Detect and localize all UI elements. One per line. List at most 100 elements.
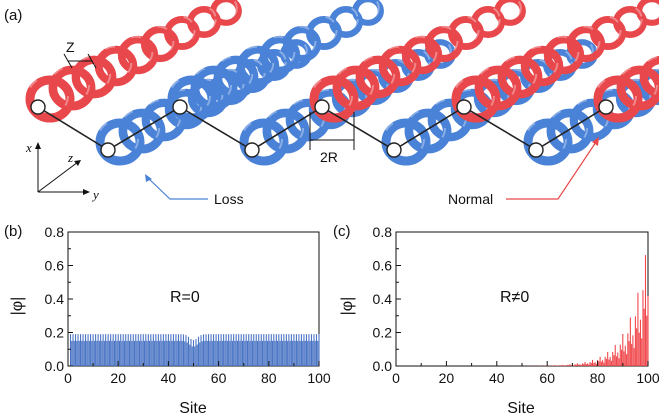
radius-label: 2R [320,149,338,165]
helix-turn [451,75,501,123]
helix-highlight [525,119,567,159]
site-circle [598,99,614,115]
helix-highlight [383,119,425,159]
helix-highlight [590,15,622,45]
x-tick-label: 20 [110,370,126,386]
z-period-marker: Z [63,39,97,69]
helix-highlight [234,58,266,88]
y-tick-label: 0.8 [45,224,65,240]
helix-highlight [566,38,594,64]
x-tick-label: 0 [392,370,400,386]
helix-turn [378,45,422,87]
helix-turn [593,75,643,123]
helix-highlight [72,55,112,93]
helix-turn [523,118,573,166]
site-circle [314,99,330,115]
site-circle [456,99,472,115]
normal-callout: Normal [448,137,599,207]
xlabel-c: Site [507,400,535,417]
radius-marker: 2R [309,112,355,165]
x-tick-label: 80 [590,370,606,386]
helix-highlight [544,35,580,69]
site-markers [30,99,614,158]
y-tick-label: 0.4 [373,291,393,307]
helix-highlight [352,0,380,21]
helix-highlight [475,65,517,105]
helix-highlight [405,108,447,148]
site-circle [244,142,260,158]
helix-highlight [257,48,287,76]
helix-turn [167,75,217,123]
helix-turn [25,75,75,123]
site-circle [172,99,188,115]
annotation-c: R≠0 [500,289,529,306]
helix-highlight [547,108,589,148]
helix-highlight [311,76,353,116]
x-tick-label: 20 [439,370,455,386]
helix-highlight [188,78,224,112]
helix-highlight [494,0,522,21]
helix-highlight [306,15,338,45]
helix-highlight [119,108,161,148]
helix-highlight [424,38,452,64]
panel-label-a: (a) [4,7,22,24]
x-tick-label: 60 [211,370,227,386]
helix-turn [95,118,145,166]
z-period-label: Z [66,39,75,55]
panel-label-b: (b) [4,223,22,240]
helix-highlight [567,25,601,57]
xlabel-b: Site [179,400,207,417]
helix-highlight [169,76,211,116]
helix-highlight [214,55,254,93]
helix-highlight [191,65,233,105]
y-tick-label: 0.2 [373,325,393,341]
helix-turn [117,35,159,75]
ylabel-b: |φ| [9,297,26,316]
panel-b: (b) |φ| Site R=0 0 20 40 60 80 100 0.0 0.2 0.4 0.… [4,223,331,417]
helix-highlight [49,65,91,105]
helix-highlight [520,58,552,88]
helix-turn [309,75,359,123]
helix-highlight [187,5,217,33]
y-tick-label: 0.8 [373,224,393,240]
helix-highlight [378,58,410,88]
panel-label-c: (c) [333,223,351,240]
helix-turn [381,118,431,166]
ylabel-c: |φ| [339,297,356,316]
helix-turn [259,35,301,75]
x-tick-label: 60 [539,370,555,386]
site-circle [528,142,544,158]
x-tick-label: 100 [307,370,331,386]
x-axis-letter: x [25,140,32,155]
helix-highlight [95,45,133,81]
helix-highlight [263,108,305,148]
y-tick-label: 0.6 [45,258,65,274]
coordinate-axes: x z y [25,140,99,202]
x-tick-label: 0 [64,370,72,386]
helix-highlight [280,38,308,64]
helix-highlight [260,35,296,69]
helix-turn [543,35,585,75]
annotation-b: R=0 [170,289,200,306]
helix-highlight [97,119,139,159]
helix-turn [94,45,138,87]
helix-highlight [241,119,283,159]
helix-highlight [617,65,659,105]
loss-label: Loss [214,191,244,207]
helix-highlight [118,35,154,69]
helix-highlight [355,68,389,100]
x-tick-label: 100 [636,370,659,386]
site-circle [100,142,116,158]
helix-highlight [639,68,659,100]
helix-highlight [211,68,245,100]
helix-highlight [356,55,396,93]
normal-label: Normal [448,191,493,207]
helix-highlight [453,76,495,116]
helix-highlight [471,5,501,33]
site-circle [30,99,46,115]
helix-turn [239,118,289,166]
site-circle [386,142,402,158]
helix-highlight [613,5,643,33]
helix-highlight [210,0,238,21]
